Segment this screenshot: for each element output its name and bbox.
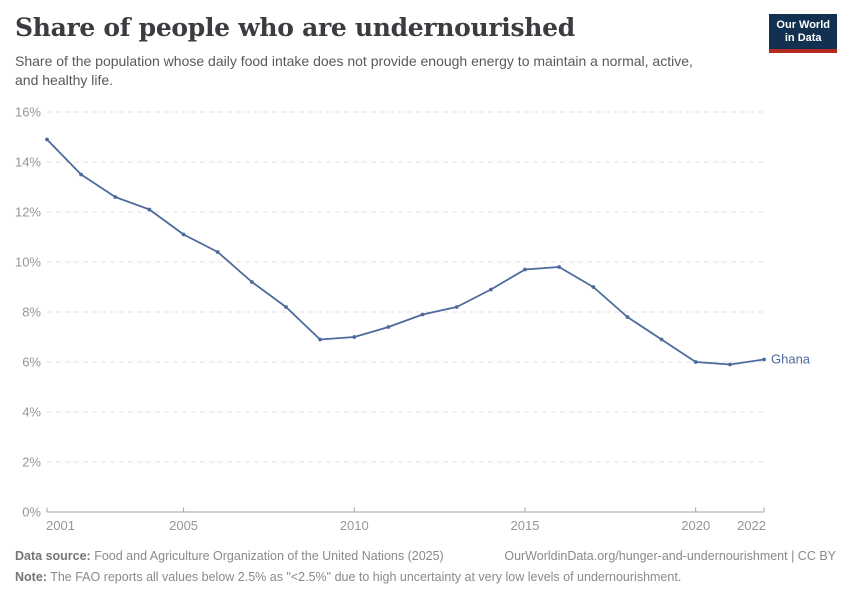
chart-footer: Data source: Food and Agriculture Organi… bbox=[15, 548, 836, 586]
data-point[interactable] bbox=[386, 325, 391, 329]
data-point[interactable] bbox=[523, 267, 527, 272]
data-point[interactable] bbox=[728, 362, 732, 367]
owid-logo-line2: in Data bbox=[784, 32, 822, 44]
x-tick-label: 2010 bbox=[340, 518, 369, 533]
y-tick-label: 16% bbox=[15, 105, 41, 120]
data-point[interactable] bbox=[284, 305, 288, 309]
owid-link[interactable]: OurWorldinData.org/hunger-and-undernouri… bbox=[504, 549, 836, 563]
chart-subtitle-line2: and healthy life. bbox=[15, 72, 114, 88]
footnote-label: Note: bbox=[15, 570, 47, 584]
footnote-text: The FAO reports all values below 2.5% as… bbox=[46, 570, 682, 584]
owid-logo-line1: Our World bbox=[776, 19, 830, 31]
data-point[interactable] bbox=[79, 172, 83, 177]
y-tick-label: 10% bbox=[15, 255, 41, 270]
y-tick-label: 12% bbox=[15, 205, 41, 220]
y-tick-label: 2% bbox=[22, 455, 41, 470]
data-point[interactable] bbox=[693, 360, 698, 364]
data-point[interactable] bbox=[45, 137, 49, 142]
data-point[interactable] bbox=[489, 287, 493, 292]
line-chart[interactable]: 0% 2% 4% 6% 8% 10% 12% 14% 16% 2001 2005 2010 2015 20… bbox=[0, 100, 850, 545]
data-source: Data source: Food and Agriculture Organi… bbox=[15, 548, 444, 565]
x-tick-label: 2005 bbox=[169, 518, 198, 533]
x-tick-label: 2020 bbox=[681, 518, 710, 533]
data-point[interactable] bbox=[659, 337, 664, 342]
data-point[interactable] bbox=[762, 357, 766, 362]
data-point[interactable] bbox=[557, 265, 561, 269]
data-point[interactable] bbox=[181, 232, 186, 237]
y-tick-label: 0% bbox=[22, 505, 41, 520]
page-title: Share of people who are undernourished bbox=[15, 13, 575, 42]
data-point[interactable] bbox=[352, 335, 357, 339]
footnote: Note: The FAO reports all values below 2… bbox=[15, 569, 836, 586]
x-tick-label: 2022 bbox=[737, 518, 766, 533]
chart-subtitle-line1: Share of the population whose daily food… bbox=[15, 53, 693, 69]
chart-subtitle: Share of the population whose daily food… bbox=[15, 52, 693, 90]
data-point[interactable] bbox=[250, 280, 254, 284]
data-point[interactable] bbox=[113, 195, 118, 199]
x-tick-label: 2001 bbox=[46, 518, 75, 533]
data-source-label: Data source: bbox=[15, 549, 91, 563]
y-tick-label: 8% bbox=[22, 305, 41, 320]
data-point[interactable] bbox=[147, 207, 152, 212]
y-tick-label: 6% bbox=[22, 355, 41, 370]
data-line-ghana[interactable] bbox=[46, 138, 765, 366]
data-point[interactable] bbox=[420, 312, 425, 317]
owid-logo[interactable]: Our World in Data bbox=[769, 14, 837, 53]
data-source-text: Food and Agriculture Organization of the… bbox=[90, 549, 444, 563]
y-tick-label: 14% bbox=[15, 155, 41, 170]
data-point[interactable] bbox=[215, 250, 220, 254]
series-label-ghana[interactable]: Ghana bbox=[771, 352, 811, 367]
data-point[interactable] bbox=[454, 305, 459, 309]
data-point[interactable] bbox=[625, 315, 630, 319]
data-point[interactable] bbox=[318, 337, 322, 342]
x-tick-label: 2015 bbox=[511, 518, 540, 533]
y-tick-label: 4% bbox=[22, 405, 41, 420]
data-point[interactable] bbox=[591, 285, 596, 289]
